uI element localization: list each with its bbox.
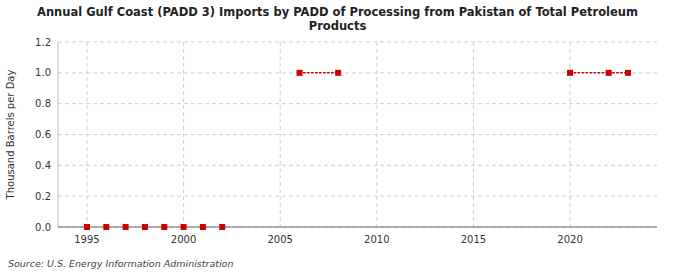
- x-grid-line: [280, 42, 281, 227]
- y-tick-label: 1.0: [35, 67, 51, 78]
- y-grid-line: [58, 134, 657, 135]
- x-grid-line: [183, 42, 184, 227]
- plot-area: [84, 70, 631, 230]
- annotation: Source: U.S. Energy Information Administ…: [8, 258, 233, 269]
- y-tick-label: 0.8: [35, 98, 51, 109]
- y-tick-label: 0.4: [35, 160, 51, 171]
- chart: Annual Gulf Coast (PADD 3) Imports by PA…: [0, 0, 675, 275]
- data-point: [181, 224, 187, 230]
- x-grid-line: [86, 42, 87, 227]
- data-point: [219, 224, 225, 230]
- x-tick-label: 2020: [557, 234, 582, 245]
- data-point: [606, 70, 612, 76]
- x-grid-line: [473, 42, 474, 227]
- data-point: [200, 224, 206, 230]
- data-point: [161, 224, 167, 230]
- title-line: Products: [309, 19, 367, 33]
- chart-container: Annual Gulf Coast (PADD 3) Imports by PA…: [0, 0, 675, 275]
- data-point: [567, 70, 573, 76]
- data-point: [297, 70, 303, 76]
- x-grid-line: [570, 42, 571, 227]
- data-point: [123, 224, 129, 230]
- title: Annual Gulf Coast (PADD 3) Imports by PA…: [37, 5, 638, 33]
- data-point: [84, 224, 90, 230]
- x-tick-label: 2000: [171, 234, 196, 245]
- connector-line: [570, 72, 609, 74]
- y-grid-line: [58, 103, 657, 104]
- axes: 0.0 0.2 0.4 0.6 0.8 1.0 1.2 1995 2000 2005 2010 201…: [35, 37, 657, 246]
- x-tick-label: 2015: [461, 234, 486, 245]
- y-tick-label: 0.0: [35, 222, 51, 233]
- data-point: [335, 70, 341, 76]
- y-grid-line: [58, 165, 657, 166]
- grid: [58, 42, 657, 227]
- y-tick-label: 0.2: [35, 191, 51, 202]
- x-tick-label: 1995: [74, 234, 99, 245]
- y-axis-line: [58, 42, 59, 227]
- y-grid-line: [58, 42, 657, 43]
- data-point: [625, 70, 631, 76]
- data-point: [103, 224, 109, 230]
- x-grid-line: [376, 42, 377, 227]
- y-grid-line: [58, 196, 657, 197]
- connector-line: [300, 72, 339, 74]
- x-tick-label: 2010: [364, 234, 389, 245]
- y-tick-label: 1.2: [35, 37, 51, 48]
- y-axis-label: Thousand Barrels per Day: [5, 70, 16, 201]
- x-tick-label: 2005: [267, 234, 292, 245]
- data-point: [142, 224, 148, 230]
- y-tick-label: 0.6: [35, 129, 51, 140]
- title-line: Annual Gulf Coast (PADD 3) Imports by PA…: [37, 5, 638, 19]
